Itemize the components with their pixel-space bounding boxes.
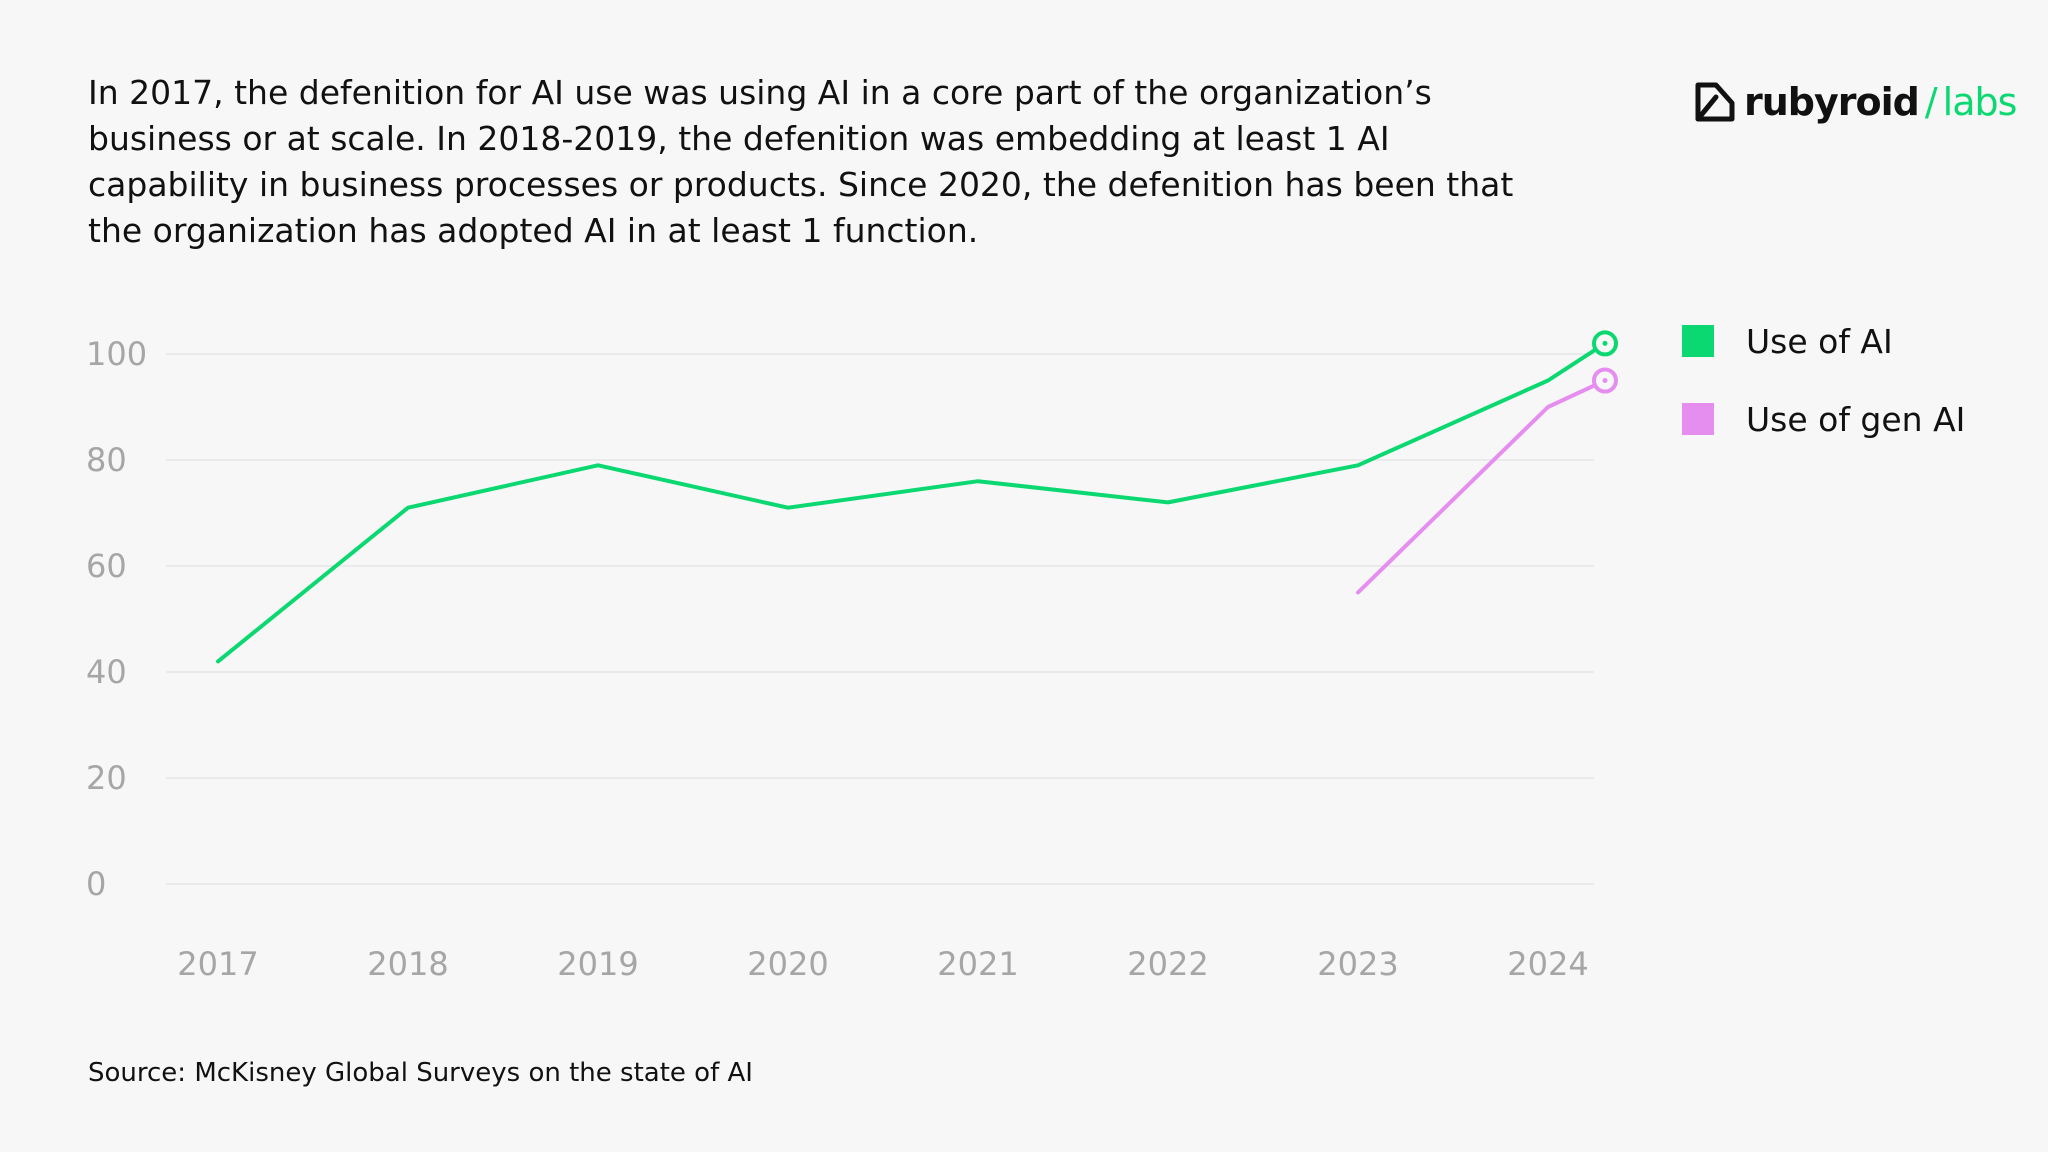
logo-text-separator: / bbox=[1924, 80, 1938, 124]
y-tick-label-20: 20 bbox=[86, 759, 127, 797]
y-tick-label-40: 40 bbox=[86, 653, 127, 691]
legend-swatch-use-of-ai bbox=[1682, 325, 1714, 357]
legend-label-use-of-ai: Use of AI bbox=[1746, 321, 1893, 361]
end-marker-dot-use-of-gen-ai bbox=[1602, 378, 1608, 383]
rubyroid-logo-icon bbox=[1695, 82, 1735, 122]
logo-text-rubyroid: rubyroid bbox=[1744, 80, 1920, 124]
legend-label-use-of-gen-ai: Use of gen AI bbox=[1746, 399, 1966, 439]
series-line-use-of-gen-ai bbox=[1356, 378, 1607, 595]
x-tick-label-2020: 2020 bbox=[747, 945, 828, 983]
x-tick-label-2019: 2019 bbox=[557, 945, 638, 983]
x-tick-label-2021: 2021 bbox=[937, 945, 1018, 983]
chart-legend: Use of AI Use of gen AI bbox=[1682, 320, 1965, 476]
rubyroid-labs-logo: rubyroid / labs bbox=[1692, 76, 2018, 128]
legend-swatch-use-of-gen-ai bbox=[1682, 403, 1714, 435]
x-axis-ticks: 2017 2018 2019 2020 2021 2022 2023 2024 bbox=[177, 945, 1588, 983]
x-tick-label-2018: 2018 bbox=[367, 945, 448, 983]
series-end-markers bbox=[1592, 330, 1618, 394]
grid-lines bbox=[166, 353, 1594, 885]
series-lines bbox=[216, 341, 1607, 664]
x-tick-label-2022: 2022 bbox=[1127, 945, 1208, 983]
chart-description: In 2017, the defenition for AI use was u… bbox=[88, 73, 1514, 250]
y-tick-label-80: 80 bbox=[86, 441, 127, 479]
x-tick-label-2017: 2017 bbox=[177, 945, 258, 983]
x-tick-label-2023: 2023 bbox=[1317, 945, 1398, 983]
logo-text-labs: labs bbox=[1942, 80, 2018, 124]
y-tick-label-60: 60 bbox=[86, 547, 127, 585]
y-tick-label-100: 100 bbox=[86, 335, 147, 373]
source-note: Source: McKisney Global Surveys on the s… bbox=[88, 1058, 753, 1088]
legend-item-use-of-ai: Use of AI bbox=[1682, 320, 1965, 362]
series-line-use-of-ai bbox=[216, 341, 1607, 664]
y-tick-label-0: 0 bbox=[86, 865, 106, 903]
end-marker-dot-use-of-ai bbox=[1602, 340, 1608, 346]
y-axis-ticks: 0 20 40 60 80 100 bbox=[86, 335, 147, 903]
x-tick-label-2024: 2024 bbox=[1507, 945, 1588, 983]
legend-item-use-of-gen-ai: Use of gen AI bbox=[1682, 398, 1965, 440]
